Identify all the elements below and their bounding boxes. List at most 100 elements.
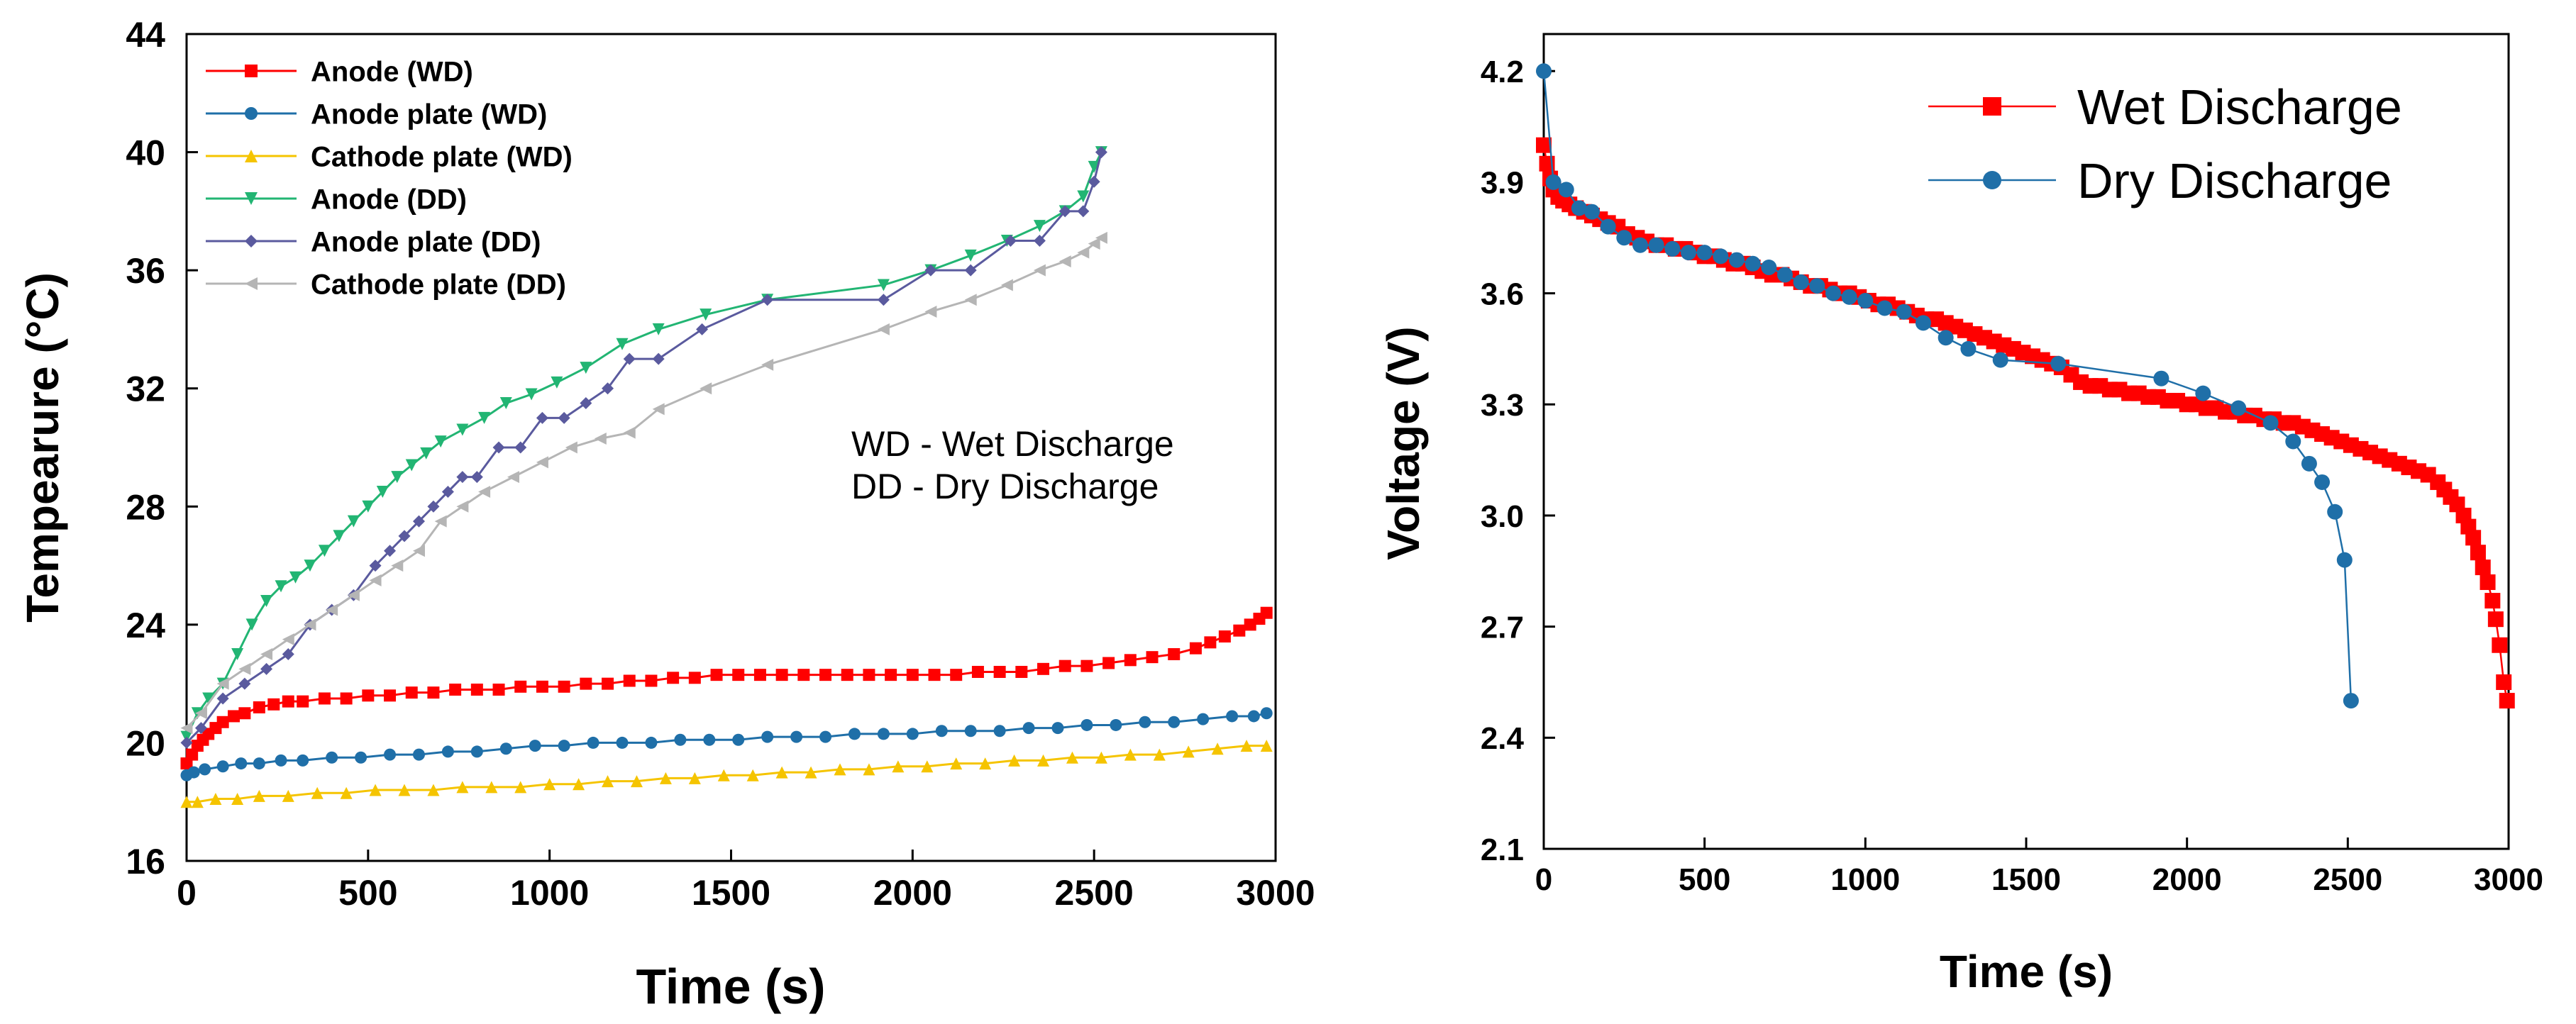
data-point <box>441 745 454 758</box>
data-point <box>761 358 774 371</box>
data-point <box>1260 606 1273 619</box>
data-point <box>652 352 665 365</box>
data-point <box>594 433 607 445</box>
data-point <box>652 323 665 335</box>
data-point <box>485 781 498 794</box>
data-point <box>1088 175 1100 188</box>
x-tick-label: 1500 <box>1991 862 2061 897</box>
legend-marker <box>245 235 258 247</box>
data-point <box>700 382 712 395</box>
legend-item-anode-wd: Anode (WD) <box>206 56 473 87</box>
data-point <box>318 545 331 557</box>
data-point <box>1004 235 1017 247</box>
data-point <box>228 710 241 723</box>
y-tick-label: 36 <box>126 251 165 291</box>
data-point <box>1937 330 1954 346</box>
data-point <box>405 686 418 699</box>
data-point <box>2262 415 2279 431</box>
data-point <box>543 778 556 791</box>
data-point <box>558 411 570 424</box>
data-point <box>347 515 360 528</box>
data-point <box>1204 636 1217 649</box>
data-point <box>979 757 992 770</box>
data-point <box>238 662 251 675</box>
data-point <box>2496 674 2512 690</box>
data-point <box>499 397 512 410</box>
data-point <box>2285 433 2301 450</box>
data-point <box>1226 710 1239 723</box>
data-point <box>289 571 302 584</box>
data-point <box>819 669 832 681</box>
data-point <box>906 728 919 740</box>
x-tick-label: 500 <box>1679 862 1730 897</box>
series-line <box>185 152 1102 744</box>
data-point <box>2484 593 2501 609</box>
data-point <box>630 775 643 788</box>
data-point <box>921 760 934 773</box>
data-point <box>924 305 937 318</box>
data-point <box>216 677 229 690</box>
data-point <box>1915 315 1931 331</box>
y-tick-label: 40 <box>126 133 165 173</box>
data-point <box>877 279 890 291</box>
data-point <box>2050 355 2067 372</box>
data-point <box>841 669 853 681</box>
series-dry-discharge <box>1536 63 2359 709</box>
y-tick-label: 28 <box>126 487 165 527</box>
data-point <box>993 725 1006 738</box>
data-point <box>892 760 905 773</box>
data-point <box>427 500 440 513</box>
data-point <box>1558 182 1574 198</box>
data-point <box>551 376 563 389</box>
data-point <box>369 784 382 796</box>
data-point <box>558 680 570 693</box>
data-point <box>1616 230 1632 246</box>
data-point <box>964 249 977 262</box>
data-point <box>775 669 788 681</box>
data-point <box>1095 231 1107 244</box>
series-anode-wd <box>180 606 1273 770</box>
data-point <box>1146 651 1159 664</box>
data-point <box>1809 278 1825 294</box>
data-point <box>558 740 570 752</box>
legend-label: Wet Discharge <box>2077 79 2402 135</box>
data-point <box>1729 252 1745 268</box>
data-point <box>267 698 280 711</box>
data-point <box>253 757 265 770</box>
data-point <box>2475 560 2491 576</box>
data-point <box>1077 190 1090 203</box>
data-point <box>384 689 397 702</box>
legend-marker <box>245 277 258 290</box>
data-point <box>1015 665 1028 678</box>
annotation-wd: WD - Wet Discharge <box>851 424 1174 464</box>
data-point <box>1584 204 1600 220</box>
series-line <box>187 745 1267 803</box>
data-point <box>971 665 984 678</box>
data-point <box>499 742 512 755</box>
data-point <box>231 648 244 660</box>
data-point <box>282 789 294 802</box>
data-point <box>877 728 890 740</box>
data-point <box>536 411 548 424</box>
data-point <box>1022 722 1035 735</box>
data-point <box>384 545 397 557</box>
data-point <box>1857 293 1874 309</box>
data-point <box>245 618 258 631</box>
data-point <box>1124 748 1137 761</box>
data-point <box>412 545 425 557</box>
left-y-axis-title: Tempearure (°C) <box>17 272 68 623</box>
data-point <box>1896 304 1912 320</box>
data-point <box>819 730 832 743</box>
data-point <box>602 775 614 788</box>
data-point <box>1051 722 1064 735</box>
data-point <box>318 692 331 705</box>
series-anode-plate-wd <box>180 707 1273 781</box>
data-point <box>645 736 658 749</box>
data-point <box>1037 662 1050 675</box>
data-point <box>1713 248 1729 265</box>
x-tick-label: 1000 <box>510 873 589 913</box>
data-point <box>1182 745 1195 758</box>
data-point <box>1600 218 1616 235</box>
data-point <box>1260 740 1273 752</box>
